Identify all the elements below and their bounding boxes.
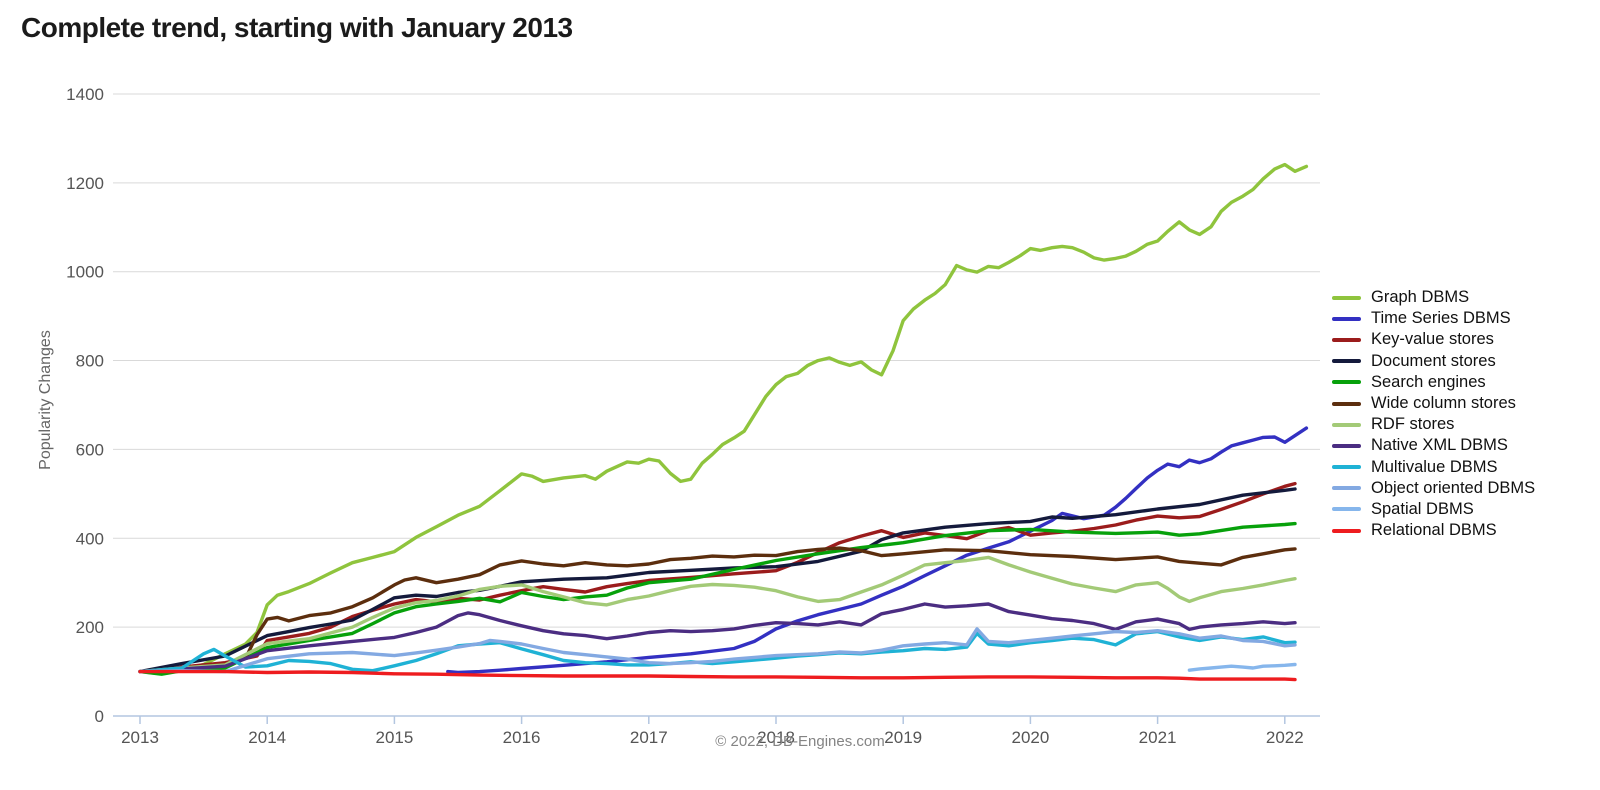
legend-swatch-multivalue-dbms: [1332, 465, 1361, 470]
legend-label-object-oriented-dbms: Object oriented DBMS: [1371, 478, 1536, 497]
x-tick-label-2014: 2014: [248, 728, 286, 747]
legend-label-document-stores: Document stores: [1371, 351, 1496, 370]
legend-label-key-value-stores: Key-value stores: [1371, 330, 1494, 349]
legend-swatch-spatial-dbms: [1332, 507, 1361, 512]
legend-label-native-xml-dbms: Native XML DBMS: [1371, 436, 1508, 455]
series-line-document-stores: [138, 487, 1297, 674]
legend-item-wide-column-stores[interactable]: Wide column stores: [1332, 393, 1535, 414]
y-tick-label-400: 400: [76, 529, 104, 548]
legend-swatch-relational-dbms: [1332, 528, 1361, 533]
legend-swatch-search-engines: [1332, 380, 1361, 385]
chart-title: Complete trend, starting with January 20…: [21, 12, 573, 43]
legend-label-graph-dbms: Graph DBMS: [1371, 288, 1470, 307]
legend-item-spatial-dbms[interactable]: Spatial DBMS: [1332, 499, 1535, 520]
y-tick-label-1400: 1400: [66, 85, 104, 104]
legend-swatch-graph-dbms: [1332, 295, 1361, 300]
x-tick-label-2019: 2019: [884, 728, 922, 747]
series-line-relational-dbms: [138, 669, 1297, 682]
x-tick-label-2017: 2017: [630, 728, 668, 747]
x-tick-label-2013: 2013: [121, 728, 159, 747]
y-tick-label-600: 600: [76, 440, 104, 459]
y-tick-label-1200: 1200: [66, 174, 104, 193]
legend-label-rdf-stores: RDF stores: [1371, 415, 1455, 434]
y-tick-label-800: 800: [76, 352, 104, 371]
legend-item-object-oriented-dbms[interactable]: Object oriented DBMS: [1332, 478, 1535, 499]
series-line-rdf-stores: [138, 555, 1297, 674]
legend-swatch-key-value-stores: [1332, 337, 1361, 342]
series-line-object-oriented-dbms: [138, 627, 1297, 674]
legend-item-multivalue-dbms[interactable]: Multivalue DBMS: [1332, 457, 1535, 478]
legend-label-spatial-dbms: Spatial DBMS: [1371, 499, 1474, 518]
series-line-search-engines: [138, 521, 1297, 676]
legend-item-search-engines[interactable]: Search engines: [1332, 372, 1535, 393]
legend: Graph DBMS Time Series DBMS Key-value stor…: [1332, 287, 1535, 541]
legend-swatch-native-xml-dbms: [1332, 443, 1361, 448]
y-tick-label-200: 200: [76, 618, 104, 637]
legend-swatch-document-stores: [1332, 359, 1361, 364]
legend-label-multivalue-dbms: Multivalue DBMS: [1371, 457, 1498, 476]
legend-item-key-value-stores[interactable]: Key-value stores: [1332, 329, 1535, 350]
legend-item-document-stores[interactable]: Document stores: [1332, 351, 1535, 372]
y-tick-label-0: 0: [95, 707, 104, 726]
legend-swatch-rdf-stores: [1332, 422, 1361, 427]
y-tick-label-1000: 1000: [66, 263, 104, 282]
legend-item-rdf-stores[interactable]: RDF stores: [1332, 414, 1535, 435]
legend-swatch-time-series-dbms: [1332, 316, 1361, 321]
series-line-graph-dbms: [138, 162, 1309, 676]
series-line-spatial-dbms: [1187, 662, 1297, 672]
legend-swatch-object-oriented-dbms: [1332, 486, 1361, 491]
legend-label-time-series-dbms: Time Series DBMS: [1371, 309, 1511, 328]
legend-label-wide-column-stores: Wide column stores: [1371, 394, 1516, 413]
series-line-wide-column-stores: [138, 546, 1297, 674]
legend-label-search-engines: Search engines: [1371, 372, 1486, 391]
x-tick-label-2018: 2018: [757, 728, 795, 747]
x-tick-label-2016: 2016: [503, 728, 541, 747]
legend-swatch-wide-column-stores: [1332, 401, 1361, 406]
copyright-footer: © 2022, DB-Engines.com: [715, 733, 885, 750]
x-tick-label-2021: 2021: [1139, 728, 1177, 747]
series-line-time-series-dbms: [446, 426, 1309, 675]
legend-item-relational-dbms[interactable]: Relational DBMS: [1332, 520, 1535, 541]
legend-label-relational-dbms: Relational DBMS: [1371, 521, 1497, 540]
x-tick-label-2015: 2015: [375, 728, 413, 747]
series-line-native-xml-dbms: [138, 602, 1297, 674]
x-tick-label-2020: 2020: [1011, 728, 1049, 747]
legend-item-graph-dbms[interactable]: Graph DBMS: [1332, 287, 1535, 308]
legend-item-native-xml-dbms[interactable]: Native XML DBMS: [1332, 435, 1535, 456]
x-tick-label-2022: 2022: [1266, 728, 1304, 747]
series-line-multivalue-dbms: [138, 629, 1297, 674]
legend-item-time-series-dbms[interactable]: Time Series DBMS: [1332, 308, 1535, 329]
